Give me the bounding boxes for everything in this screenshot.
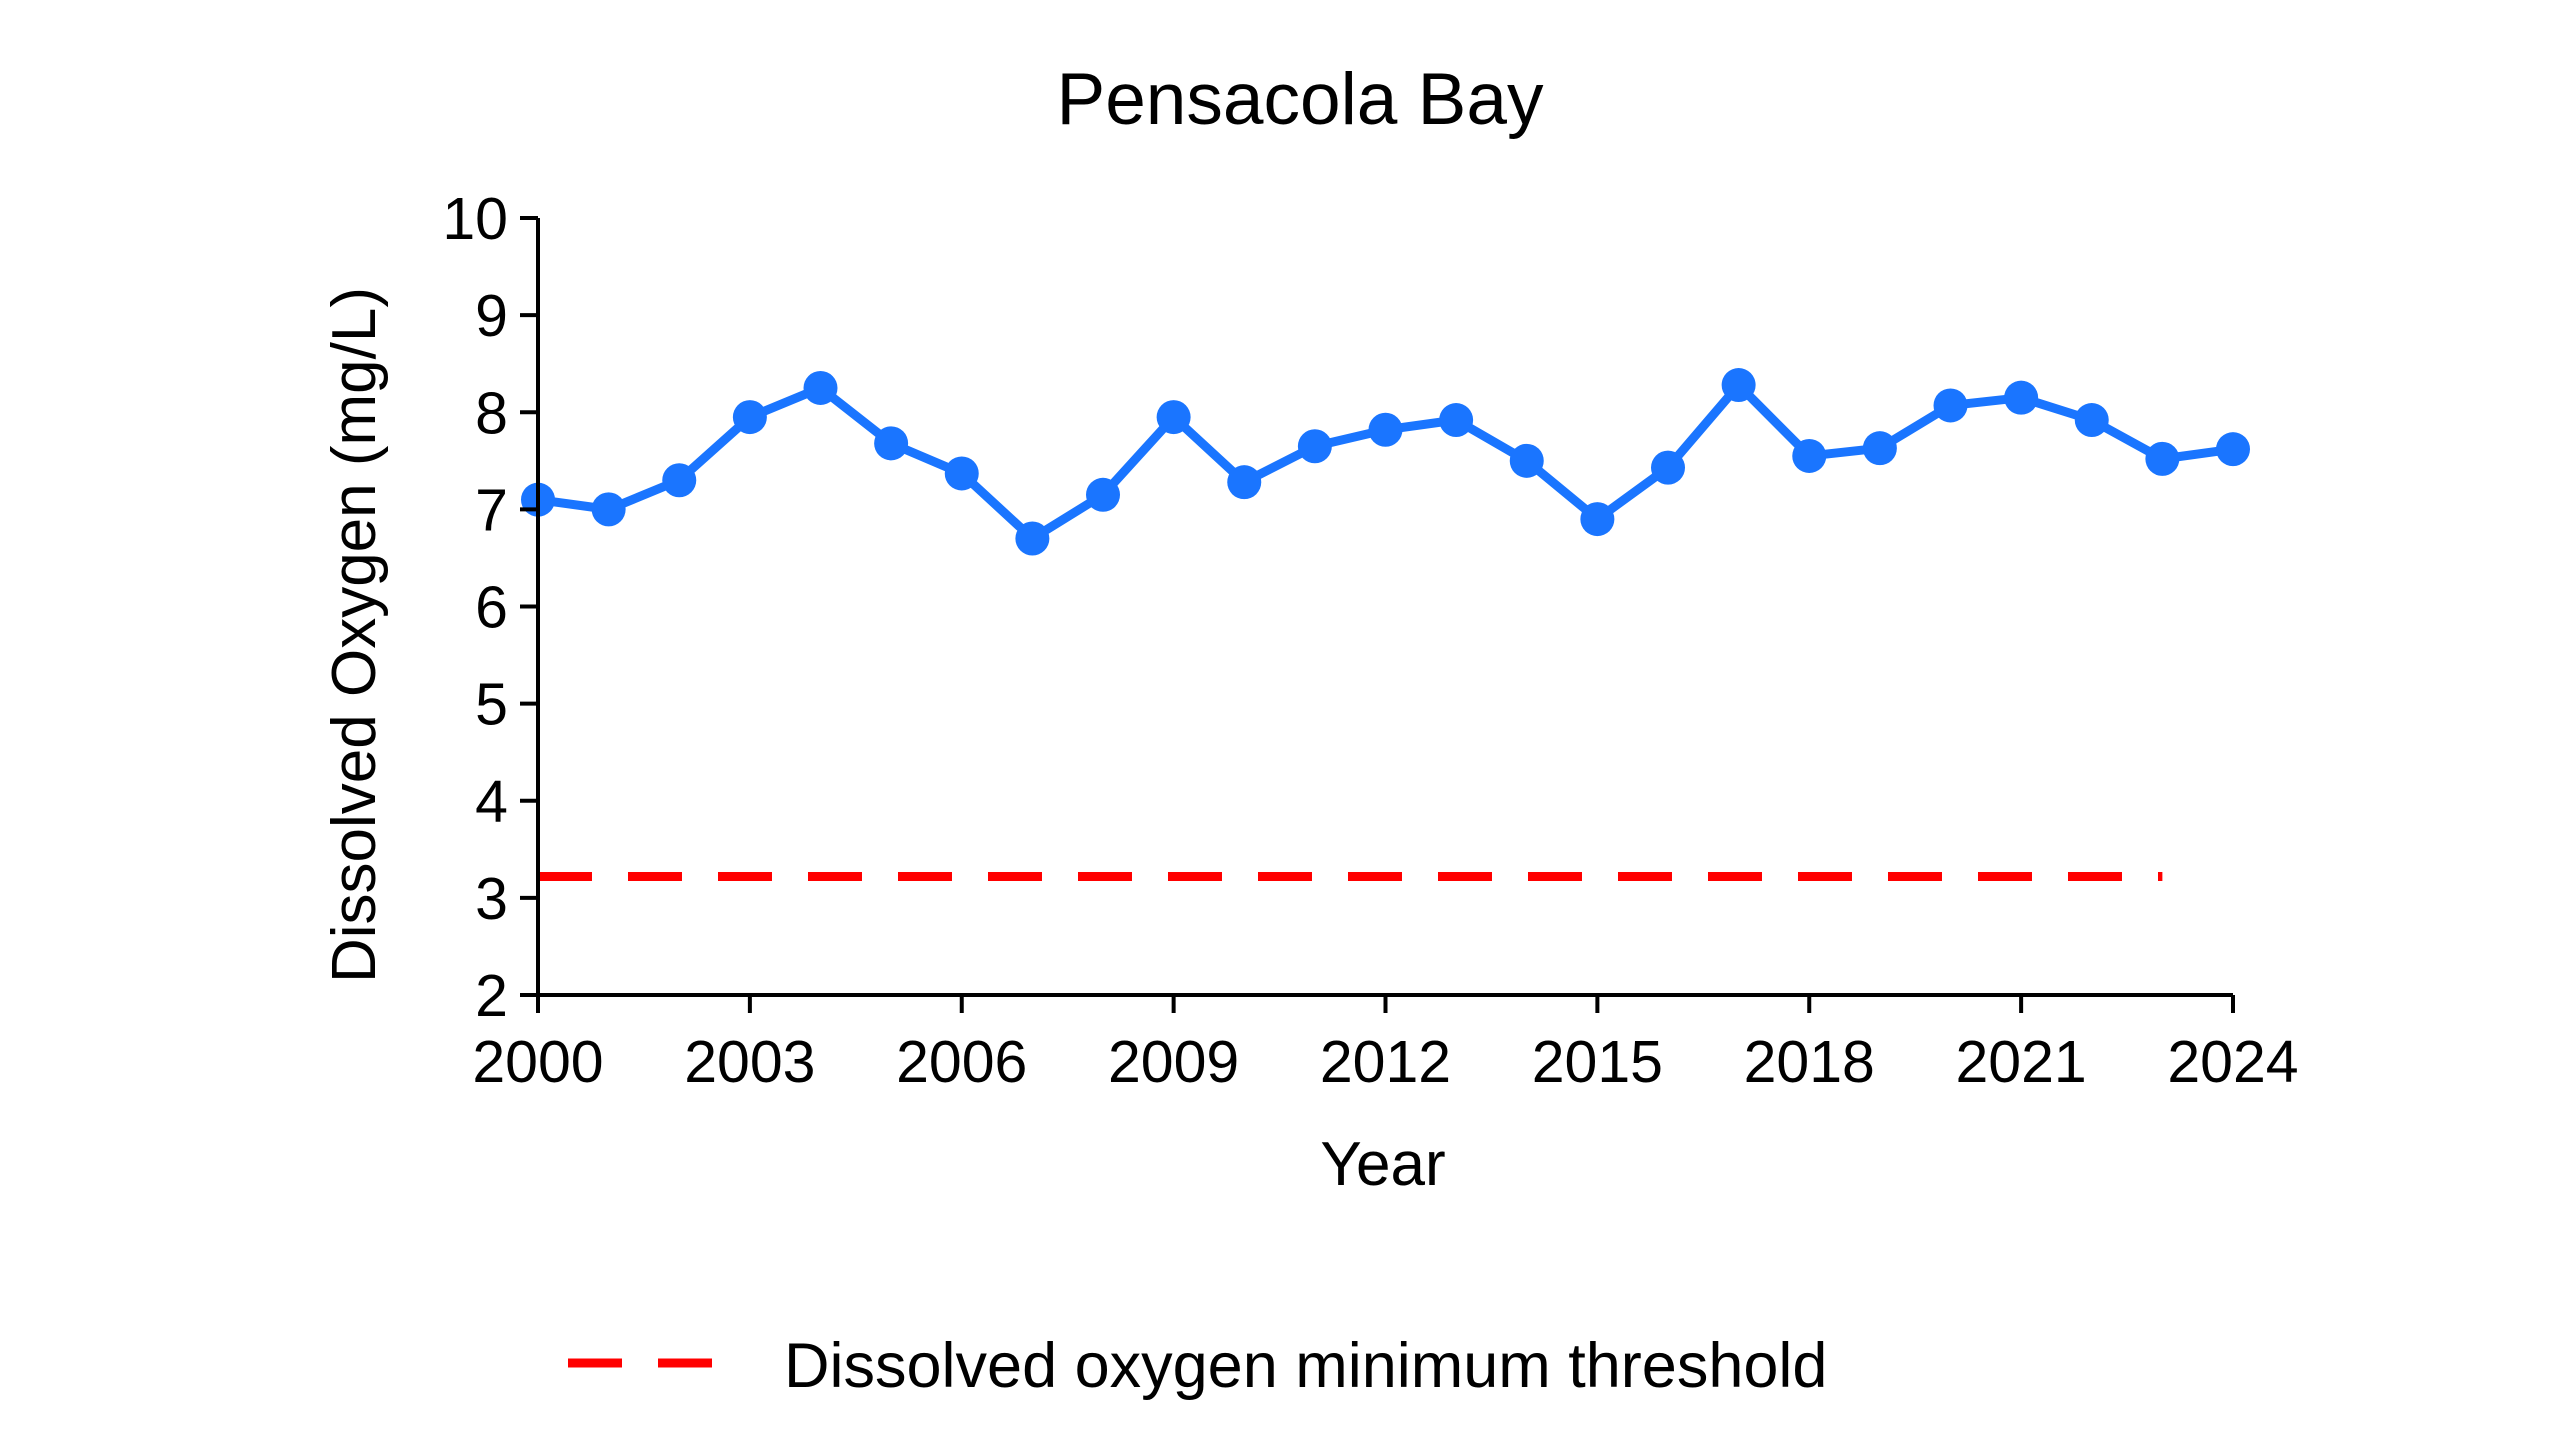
x-tick-label-2015: 2015	[1532, 1029, 1663, 1095]
x-tick-label-2003: 2003	[684, 1029, 815, 1095]
data-point-2012	[1368, 412, 1403, 447]
data-point-2023	[2145, 441, 2180, 476]
data-point-2007	[1015, 521, 1050, 556]
legend: Dissolved oxygen minimum threshold	[568, 1331, 1827, 1401]
axes-layer: 2 3 4 5 6 7 8 9 10 2000 2003 2006 2009 2012 2015 2018 20…	[442, 186, 2298, 1095]
data-point-2024	[2216, 432, 2250, 467]
y-axis-title: Dissolved Oxygen (mg/L)	[320, 287, 389, 983]
data-point-2014	[1509, 443, 1544, 478]
data-point-2021	[2004, 380, 2039, 415]
series-layer	[521, 368, 2250, 556]
y-tick-label-8: 8	[475, 380, 508, 446]
x-tick-label-2009: 2009	[1108, 1029, 1239, 1095]
y-tick-label-9: 9	[475, 283, 508, 349]
data-point-2001	[591, 492, 626, 527]
data-point-2013	[1439, 403, 1474, 438]
data-point-2002	[662, 463, 697, 498]
data-point-2011	[1297, 429, 1332, 464]
x-tick-label-2006: 2006	[896, 1029, 1027, 1095]
data-point-2010	[1227, 465, 1262, 500]
data-point-2022	[2074, 403, 2109, 438]
y-tick-label-4: 4	[475, 769, 508, 835]
data-point-2015	[1580, 502, 1615, 537]
data-point-2019	[1862, 431, 1897, 466]
data-point-2003	[732, 400, 767, 435]
data-point-2006	[944, 456, 979, 491]
series-line	[533, 380, 2238, 544]
y-tick-label-6: 6	[475, 575, 508, 641]
x-axis-title: Year	[1320, 1130, 1445, 1199]
x-tick-label-2012: 2012	[1320, 1029, 1451, 1095]
data-point-2017	[1721, 368, 1756, 403]
data-point-2004	[803, 370, 838, 405]
y-tick-label-5: 5	[475, 672, 508, 738]
y-tick-label-10: 10	[442, 186, 508, 252]
x-tick-label-2021: 2021	[1955, 1029, 2086, 1095]
data-point-2005	[874, 426, 909, 461]
data-point-2020	[1933, 388, 1968, 423]
legend-threshold-label: Dissolved oxygen minimum threshold	[784, 1331, 1827, 1401]
data-point-2009	[1156, 400, 1191, 435]
x-tick-label-2018: 2018	[1744, 1029, 1875, 1095]
data-point-2018	[1792, 438, 1827, 473]
x-tick-label-2000: 2000	[472, 1029, 603, 1095]
data-point-2008	[1086, 477, 1120, 512]
chart-title: Pensacola Bay	[1057, 59, 1544, 140]
data-point-2016	[1651, 450, 1685, 485]
x-tick-label-2024: 2024	[2167, 1029, 2298, 1095]
y-tick-label-3: 3	[475, 866, 508, 932]
y-tick-label-2: 2	[475, 963, 508, 1029]
y-tick-label-7: 7	[475, 477, 508, 543]
